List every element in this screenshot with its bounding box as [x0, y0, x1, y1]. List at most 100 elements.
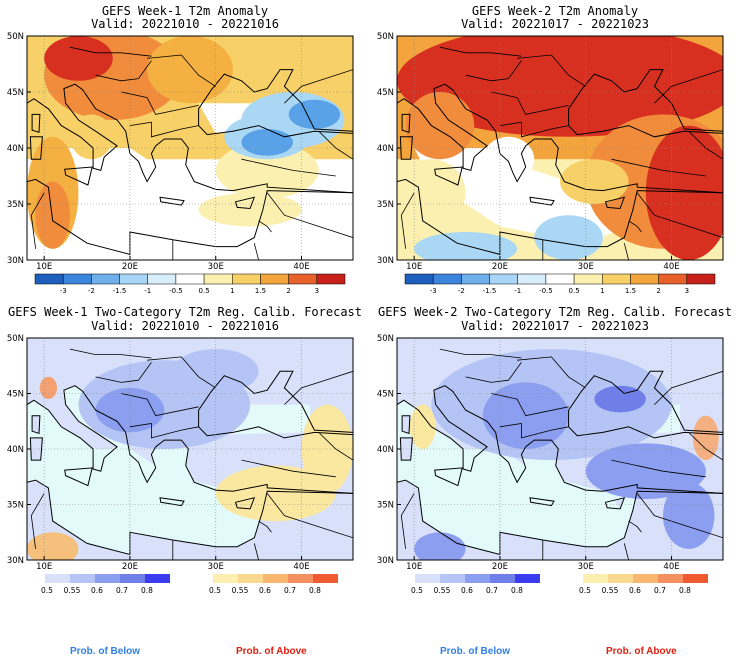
country-border [636, 192, 723, 238]
below-label: 0.7 [486, 586, 498, 595]
country-border [499, 423, 569, 439]
coastline [401, 415, 411, 435]
field-blob [288, 99, 341, 129]
colorbar-label: -1.5 [113, 287, 127, 295]
colorbar-swatch [147, 273, 177, 285]
colorbar-label: 3 [315, 287, 319, 295]
below-swatch [45, 574, 70, 583]
lon-tick-label: 10E [36, 262, 52, 272]
below-label: 0.7 [116, 586, 128, 595]
colorbar-swatch [91, 273, 120, 285]
country-border [30, 192, 45, 249]
country-border [318, 432, 353, 461]
lat-tick-label: 40N [377, 445, 394, 455]
above-label: 0.55 [602, 586, 619, 595]
above-label: 0.6 [629, 586, 641, 595]
map-panel-2: 50N 45N 40N 35N 30N 10E 20E 30E 40E 0.5 0.55 0.6 0.7… [7, 334, 354, 595]
country-border [147, 356, 216, 389]
above-swatch [288, 574, 313, 583]
coastline [529, 196, 555, 206]
field-blob [409, 404, 436, 449]
country-border [654, 69, 723, 104]
map-panel-1: 50N 45N 40N 35N 30N 10E 20E 30E 40E -3 -2 -1.5 -1 -0.… [377, 32, 724, 295]
above-swatch [313, 574, 338, 583]
lat-tick-label: 40N [377, 144, 394, 154]
country-border [628, 520, 642, 533]
coastline [27, 338, 353, 494]
country-border [69, 46, 152, 57]
coastline [399, 437, 413, 461]
above-label: 0.55 [232, 586, 249, 595]
colorbar-label: -0.5 [539, 287, 553, 295]
country-border [465, 60, 522, 82]
panel-valid-dates: Valid: 20221017 - 20221023 [461, 17, 649, 31]
coastline [159, 497, 185, 507]
country-border [284, 69, 353, 104]
colorbar-swatch [260, 273, 289, 285]
country-border [623, 243, 629, 260]
field-blob [692, 415, 719, 461]
field-blob [645, 125, 723, 260]
prob-below-label-left: Prob. of Below [70, 646, 140, 657]
below-label: 0.55 [64, 586, 81, 595]
above-swatch [683, 574, 708, 583]
below-label: 0.5 [41, 586, 53, 595]
colorbar-label: -2 [88, 287, 95, 295]
above-label: 0.8 [309, 586, 321, 595]
country-border [628, 220, 642, 233]
coastline [31, 113, 41, 133]
above-label: 0.5 [579, 586, 591, 595]
lat-tick-label: 35N [377, 501, 394, 511]
colorbar-label: 2 [656, 287, 660, 295]
country-border [284, 370, 353, 405]
coastline [397, 36, 723, 194]
country-border [439, 348, 522, 359]
colorbar-swatch [573, 273, 603, 285]
lon-tick-label: 40E [663, 262, 679, 272]
colorbar-swatch [316, 273, 346, 285]
map-panel-0: 50N 45N 40N 35N 30N 10E 20E 30E 40E -3 -2 -1.5 -1 -0.… [7, 32, 354, 295]
above-label: 0.5 [209, 586, 221, 595]
prob-below-label-right: Prob. of Below [440, 646, 510, 657]
country-border [611, 459, 706, 478]
above-label: 0.6 [259, 586, 271, 595]
country-border [30, 493, 45, 549]
colorbar-label: 3 [685, 287, 689, 295]
country-border [258, 220, 272, 233]
land-area [32, 415, 40, 434]
anomaly-colorbar: -3 -2 -1.5 -1 -0.5 0.5 1 1.5 2 3 [404, 273, 716, 295]
above-swatch [213, 574, 238, 583]
lon-tick-label: 20E [492, 262, 508, 272]
colorbar-swatch [461, 273, 490, 285]
country-border [491, 91, 569, 115]
lon-tick-label: 40E [293, 562, 309, 572]
above-swatch [583, 574, 608, 583]
lat-tick-label: 45N [377, 88, 394, 98]
coastline [604, 196, 626, 210]
field-blob [585, 443, 706, 500]
colorbar-label: -1.5 [483, 287, 497, 295]
colorbar-swatch [288, 273, 318, 285]
field-blob [215, 142, 319, 199]
colorbar-swatch [119, 273, 148, 285]
panel-valid-dates: Valid: 20221010 - 20221016 [91, 319, 279, 333]
field-blob [27, 532, 79, 560]
anomaly-colorbar: -3 -2 -1.5 -1 -0.5 0.5 1 1.5 2 3 [34, 273, 346, 295]
country-border [499, 121, 569, 138]
coastline [234, 196, 256, 210]
field-blob [414, 532, 466, 560]
lat-tick-label: 35N [7, 501, 24, 511]
probability-colorbars: 0.5 0.55 0.6 0.7 0.8 0.5 0.55 0.6 0.7 0.8 [411, 574, 708, 595]
colorbar-label: 1 [230, 287, 234, 295]
coastline [64, 166, 93, 186]
lat-tick-label: 45N [377, 390, 394, 400]
country-border [121, 91, 199, 115]
country-border [95, 362, 152, 383]
colorbar-swatch [686, 273, 716, 285]
colorbar-swatch [489, 273, 518, 285]
field-blob [482, 136, 535, 182]
panel-week2-anomaly: GEFS Week-2 T2m Anomaly Valid: 20221017 … [370, 0, 740, 300]
country-border [611, 158, 706, 177]
lon-tick-label: 10E [36, 562, 52, 572]
